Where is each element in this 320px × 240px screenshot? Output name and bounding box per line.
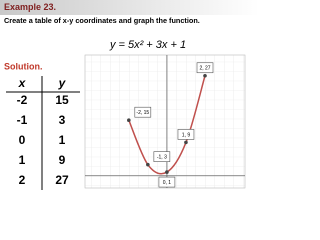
equation: y = 5x² + 3x + 1 — [109, 39, 186, 51]
point-label: -2, 15 — [136, 110, 149, 116]
graph: -2, 15 -1, 3 0, 1 1, 9 2, 27 — [85, 55, 245, 188]
table-cell: 27 — [55, 173, 69, 187]
point-label: 1, 9 — [182, 132, 191, 138]
table-cell: 0 — [19, 133, 26, 147]
point-label-box — [177, 129, 195, 140]
point — [165, 170, 169, 174]
point-label: 2, 27 — [199, 66, 210, 72]
table-cell: 2 — [19, 173, 26, 187]
column-header: x — [18, 76, 27, 90]
table-cell: 1 — [59, 133, 66, 147]
point-label-box — [196, 62, 214, 74]
point — [184, 140, 188, 145]
table-cell: 3 — [59, 113, 66, 127]
column-header: y — [58, 76, 67, 90]
point-label: -1, 3 — [157, 154, 167, 160]
table-cell: -1 — [17, 113, 28, 127]
table-cell: 1 — [19, 153, 26, 167]
instruction: Create a table of x-y coordinates and gr… — [4, 16, 200, 25]
point — [127, 118, 131, 123]
table: x y -2 15 -1 3 0 1 1 9 2 27 — [6, 76, 80, 190]
point — [146, 162, 150, 167]
point-label-box — [134, 106, 152, 118]
plot-area — [84, 54, 246, 189]
header-band — [0, 0, 259, 15]
table-cell: -2 — [17, 93, 28, 107]
point-label-box — [158, 176, 176, 188]
example-label: Example 23. — [4, 2, 56, 12]
point-label-box — [153, 151, 171, 162]
table-cell: 9 — [59, 153, 66, 167]
solution-label: Solution. — [4, 61, 43, 71]
point — [203, 73, 207, 78]
table-cell: 15 — [55, 93, 69, 107]
slide: Example 23. Create a table of x-y coordi… — [0, 0, 259, 190]
point-label: 0, 1 — [163, 180, 172, 186]
